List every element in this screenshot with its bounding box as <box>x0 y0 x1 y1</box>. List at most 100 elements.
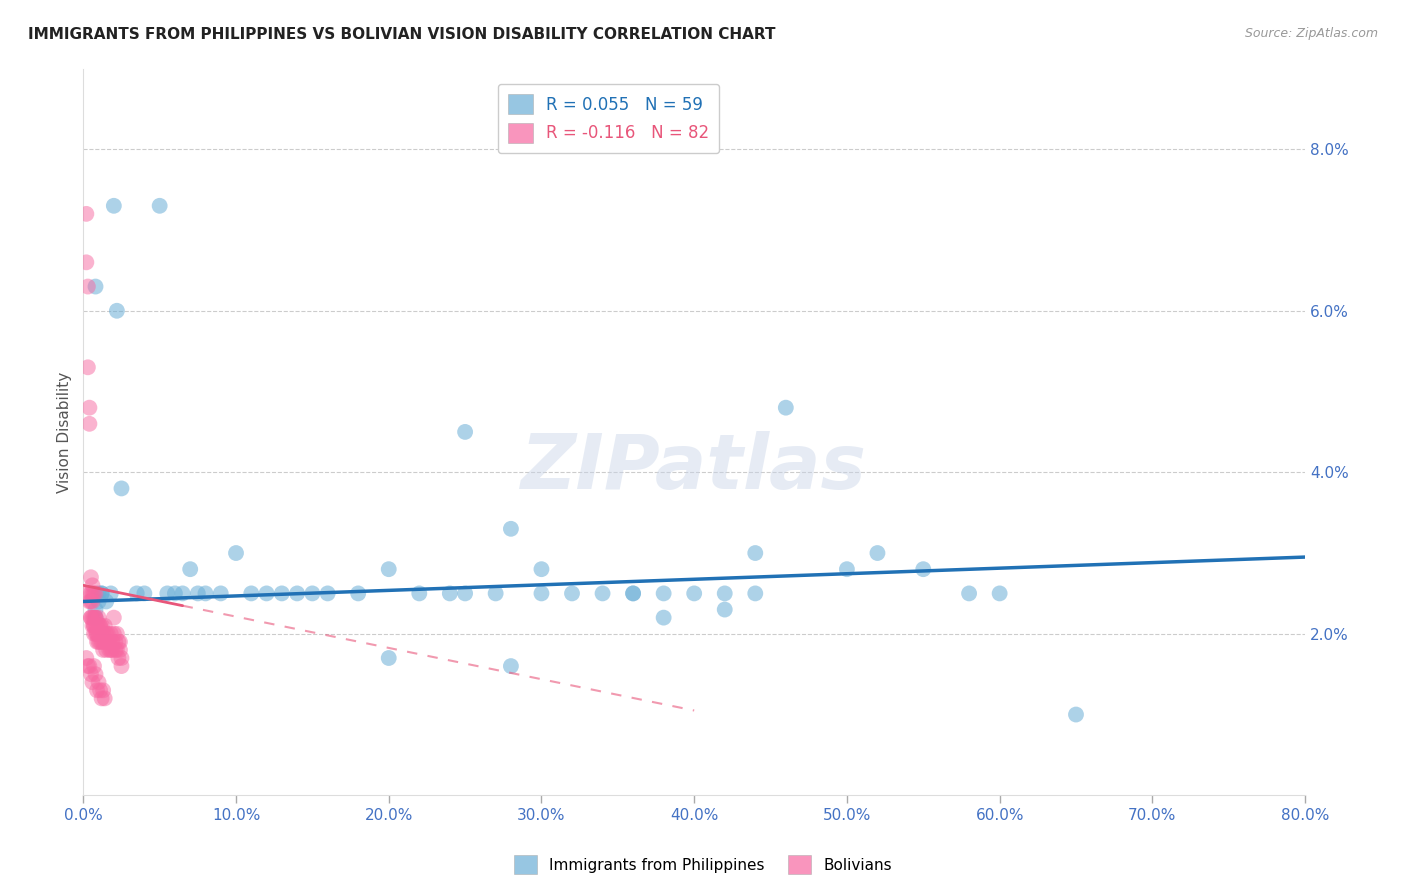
Point <box>90 635 112 649</box>
Point <box>90 691 112 706</box>
Point <box>110 659 132 673</box>
Point <box>835 562 858 576</box>
Point <box>87 610 110 624</box>
Point <box>110 651 132 665</box>
Point <box>82 594 104 608</box>
Point <box>713 602 735 616</box>
Point <box>499 522 522 536</box>
Point <box>744 586 766 600</box>
Point <box>90 586 112 600</box>
Point <box>101 635 124 649</box>
Point <box>149 199 172 213</box>
Point <box>82 618 104 632</box>
Point <box>76 279 98 293</box>
Point <box>75 255 97 269</box>
Point <box>240 586 263 600</box>
Point <box>90 586 112 600</box>
Point <box>86 627 108 641</box>
Point <box>87 675 110 690</box>
Point <box>90 627 112 641</box>
Point <box>89 618 111 632</box>
Point <box>84 586 107 600</box>
Point <box>84 610 107 624</box>
Point <box>87 594 110 608</box>
Point <box>84 279 107 293</box>
Point <box>652 610 675 624</box>
Point <box>125 586 148 600</box>
Point <box>105 303 128 318</box>
Point <box>107 651 129 665</box>
Point <box>86 627 108 641</box>
Point <box>75 207 97 221</box>
Point <box>91 627 114 641</box>
Legend: Immigrants from Philippines, Bolivians: Immigrants from Philippines, Bolivians <box>508 849 898 880</box>
Point <box>86 683 108 698</box>
Point <box>84 610 107 624</box>
Point <box>86 618 108 632</box>
Point <box>91 643 114 657</box>
Point <box>156 586 179 600</box>
Point <box>76 360 98 375</box>
Point <box>93 635 115 649</box>
Point <box>82 675 104 690</box>
Point <box>454 425 477 439</box>
Point <box>75 651 97 665</box>
Point <box>84 627 107 641</box>
Point <box>82 610 104 624</box>
Point <box>80 586 103 600</box>
Point <box>561 586 583 600</box>
Point <box>89 683 111 698</box>
Point <box>110 482 132 496</box>
Point <box>530 586 553 600</box>
Point <box>83 618 105 632</box>
Point <box>499 659 522 673</box>
Point <box>87 627 110 641</box>
Point <box>82 586 104 600</box>
Point <box>104 635 127 649</box>
Point <box>316 586 339 600</box>
Point <box>225 546 247 560</box>
Point <box>408 586 430 600</box>
Point <box>84 667 107 681</box>
Point <box>194 586 217 600</box>
Point <box>485 586 508 600</box>
Point <box>621 586 644 600</box>
Point <box>652 586 675 600</box>
Point <box>83 659 105 673</box>
Text: ZIPatlas: ZIPatlas <box>522 431 868 505</box>
Point <box>957 586 980 600</box>
Point <box>82 578 104 592</box>
Point <box>104 643 127 657</box>
Point <box>91 683 114 698</box>
Point <box>87 635 110 649</box>
Point <box>103 610 125 624</box>
Point <box>744 546 766 560</box>
Point <box>439 586 461 600</box>
Point <box>97 627 120 641</box>
Point <box>76 586 98 600</box>
Point <box>96 643 118 657</box>
Point <box>80 667 103 681</box>
Point <box>100 627 122 641</box>
Point <box>79 594 101 608</box>
Point <box>100 586 122 600</box>
Point <box>90 618 112 632</box>
Point <box>621 586 644 600</box>
Point <box>530 562 553 576</box>
Point <box>96 594 118 608</box>
Point <box>1064 707 1087 722</box>
Point <box>866 546 889 560</box>
Point <box>83 618 105 632</box>
Point <box>187 586 209 600</box>
Legend: R = 0.055   N = 59, R = -0.116   N = 82: R = 0.055 N = 59, R = -0.116 N = 82 <box>498 84 720 153</box>
Y-axis label: Vision Disability: Vision Disability <box>58 371 72 492</box>
Point <box>98 643 121 657</box>
Point <box>79 401 101 415</box>
Point <box>775 401 797 415</box>
Point <box>107 635 129 649</box>
Point <box>79 417 101 431</box>
Point <box>91 635 114 649</box>
Point <box>105 643 128 657</box>
Point <box>163 586 186 600</box>
Point <box>86 635 108 649</box>
